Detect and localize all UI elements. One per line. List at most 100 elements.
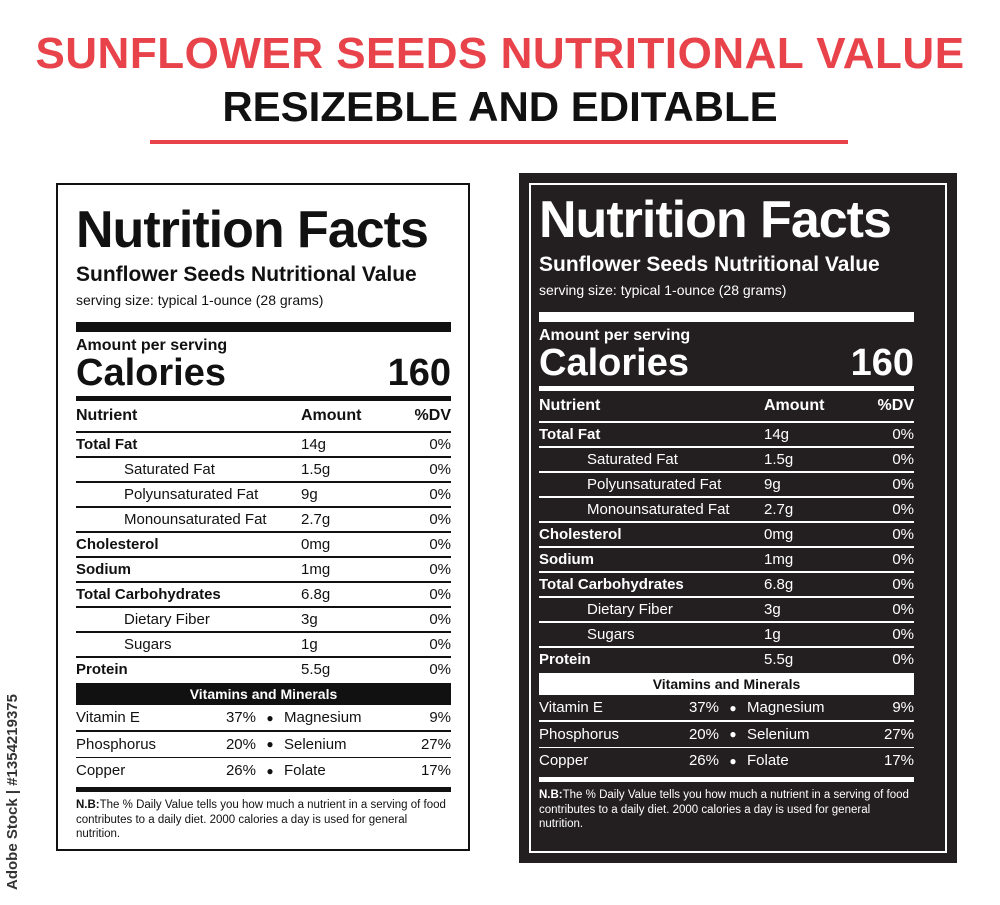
thick-divider	[539, 312, 914, 322]
label-heading: Nutrition Facts	[539, 191, 892, 249]
vitamin-pct: 17%	[420, 762, 451, 779]
vitamin-name: Magnesium	[747, 699, 825, 716]
stock-watermark: Adobe Stock | #1354219375	[4, 694, 21, 890]
banner-title: SUNFLOWER SEEDS NUTRITIONAL VALUE	[35, 29, 965, 78]
table-row: Saturated Fat 1.5g 0%	[76, 458, 451, 482]
row-divider	[539, 720, 914, 722]
nutrient-name: Dietary Fiber	[124, 610, 210, 628]
vitamin-name: Selenium	[284, 735, 347, 753]
nutrient-amount: 6.8g	[301, 585, 331, 603]
nutrient-dv: 0%	[892, 550, 914, 568]
nutrient-name: Sodium	[539, 550, 594, 568]
nutrient-name: Protein	[76, 660, 128, 678]
nutrient-amount: 0mg	[301, 535, 331, 553]
thick-divider	[76, 322, 451, 332]
footnote: N.B:The % Daily Value tells you how much…	[76, 798, 451, 842]
vitamin-pct: 26%	[225, 762, 256, 779]
amount-per-serving: Amount per serving	[539, 327, 691, 344]
nutrient-amount: 14g	[764, 425, 790, 443]
bullet-icon: ●	[729, 727, 737, 741]
table-header: Nutrient Amount %DV	[539, 391, 914, 421]
nutrient-dv: 0%	[429, 660, 451, 678]
medium-divider	[76, 396, 451, 401]
nutrient-amount: 9g	[301, 485, 318, 503]
table-row: Saturated Fat 1.5g 0%	[539, 448, 914, 472]
serving-size: serving size: typical 1-ounce (28 grams)	[76, 292, 324, 308]
table-row: Sugars 1g 0%	[539, 623, 914, 647]
nutrient-dv: 0%	[429, 585, 451, 603]
row-divider	[539, 496, 914, 498]
row-divider	[76, 506, 451, 508]
bullet-icon: ●	[729, 753, 737, 768]
row-divider	[76, 531, 451, 533]
footnote-label: N.B:	[76, 799, 100, 811]
col-dv: %DV	[877, 397, 914, 414]
vitamin-name: Magnesium	[284, 709, 362, 726]
nutrient-dv: 0%	[892, 475, 914, 493]
vitamins-heading: Vitamins and Minerals	[76, 683, 451, 705]
calories-label: Calories	[539, 342, 689, 384]
row-divider	[76, 431, 451, 433]
vitamin-row: Phosphorus 20% ● Selenium 27%	[539, 722, 914, 747]
row-divider	[539, 446, 914, 448]
product-name: Sunflower Seeds Nutritional Value	[539, 253, 880, 276]
bullet-icon: ●	[266, 737, 274, 751]
table-row: Monounsaturated Fat 2.7g 0%	[76, 508, 451, 532]
nutrient-dv: 0%	[892, 500, 914, 518]
row-divider	[76, 730, 451, 732]
nutrient-amount: 5.5g	[301, 660, 331, 678]
table-row: Monounsaturated Fat 2.7g 0%	[539, 498, 914, 522]
row-divider	[76, 656, 451, 658]
row-divider	[539, 746, 914, 748]
calories-value: 160	[850, 342, 914, 384]
nutrient-amount: 3g	[301, 610, 318, 628]
calories-label: Calories	[76, 352, 226, 394]
nutrient-amount: 6.8g	[764, 575, 794, 593]
table-header: Nutrient Amount %DV	[76, 401, 451, 431]
vitamin-name: Phosphorus	[76, 735, 157, 753]
vitamin-pct: 20%	[225, 735, 256, 753]
vitamin-row: Vitamin E 37% ● Magnesium 9%	[76, 705, 451, 730]
nutrient-amount: 2.7g	[764, 500, 794, 518]
vitamins-heading: Vitamins and Minerals	[539, 673, 914, 695]
nutrient-name: Cholesterol	[539, 525, 622, 543]
table-row: Total Carbohydrates 6.8g 0%	[76, 583, 451, 607]
footnote-label: N.B:	[539, 789, 563, 801]
nutrient-name: Protein	[539, 650, 591, 668]
row-divider	[76, 581, 451, 583]
row-divider	[539, 571, 914, 573]
nutrient-dv: 0%	[429, 510, 451, 528]
vitamin-row: Copper 26% ● Folate 17%	[76, 758, 451, 783]
amount-per-serving: Amount per serving	[76, 337, 228, 354]
nutrient-name: Monounsaturated Fat	[587, 500, 730, 518]
nutrient-dv: 0%	[892, 650, 914, 668]
nutrient-dv: 0%	[892, 525, 914, 543]
nutrition-label-light: Nutrition Facts Sunflower Seeds Nutritio…	[56, 183, 470, 851]
table-row: Protein 5.5g 0%	[539, 648, 914, 672]
vitamin-pct: 27%	[883, 725, 914, 743]
table-row: Dietary Fiber 3g 0%	[76, 608, 451, 632]
label-content: Nutrition Facts Sunflower Seeds Nutritio…	[539, 193, 914, 832]
table-row: Total Carbohydrates 6.8g 0%	[539, 573, 914, 597]
nutrient-name: Dietary Fiber	[587, 600, 673, 618]
row-divider	[76, 631, 451, 633]
nutrient-name: Saturated Fat	[124, 460, 215, 478]
nutrient-name: Total Carbohydrates	[539, 575, 684, 593]
vitamin-name: Phosphorus	[539, 725, 620, 743]
nutrient-dv: 0%	[429, 535, 451, 553]
vitamin-pct: 9%	[429, 709, 451, 726]
nutrient-name: Polyunsaturated Fat	[587, 475, 722, 493]
vitamin-name: Copper	[539, 752, 589, 769]
nutrient-name: Total Carbohydrates	[76, 585, 221, 603]
table-row: Sodium 1mg 0%	[76, 558, 451, 582]
nutrient-amount: 2.7g	[301, 510, 331, 528]
vitamin-pct: 9%	[892, 699, 914, 716]
medium-divider	[539, 777, 914, 782]
banner-divider	[150, 140, 848, 144]
table-row: Total Fat 14g 0%	[76, 433, 451, 457]
calories-value: 160	[387, 352, 451, 394]
col-amount: Amount	[764, 397, 825, 414]
nutrient-amount: 1g	[764, 625, 781, 643]
nutrient-amount: 14g	[301, 435, 327, 453]
table-row: Polyunsaturated Fat 9g 0%	[539, 473, 914, 497]
